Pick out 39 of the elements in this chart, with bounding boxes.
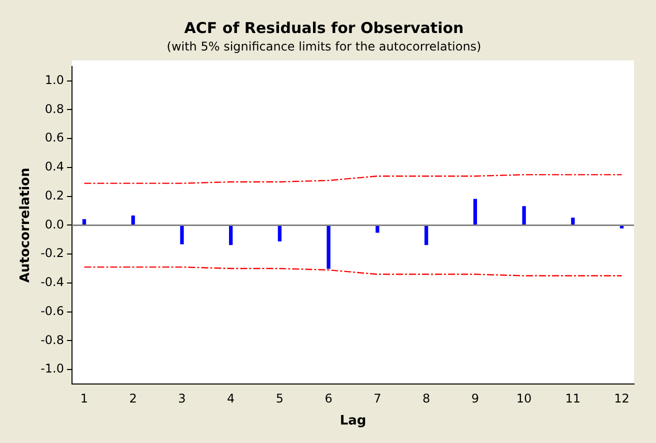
y-tick-label: 1.0 xyxy=(44,72,64,87)
x-tick-label: 9 xyxy=(471,391,479,406)
bar xyxy=(278,225,282,242)
y-axis-title: Autocorrelation xyxy=(18,168,34,283)
x-axis-title: Lag xyxy=(340,414,366,429)
y-tick-label: 0.2 xyxy=(44,188,64,202)
x-tick-label: 6 xyxy=(324,391,332,406)
bar xyxy=(522,206,526,226)
line-series xyxy=(84,266,622,276)
y-tick-label: 0.6 xyxy=(44,130,64,145)
x-tick-label: 3 xyxy=(178,391,186,406)
chart-subtitle: (with 5% significance limits for the autocorrelations) xyxy=(166,39,482,54)
y-tick-label: -0.4 xyxy=(40,275,64,290)
x-tick-label: 5 xyxy=(276,391,284,406)
line-series xyxy=(84,174,622,184)
x-tick-label: 11 xyxy=(565,391,581,406)
x-tick-label: 10 xyxy=(516,391,532,406)
bar xyxy=(473,198,478,226)
y-tick-label: -0.2 xyxy=(40,246,64,260)
bar xyxy=(180,225,184,244)
y-tick-label: 0.0 xyxy=(44,217,64,232)
chart-title: ACF of Residuals for Observation xyxy=(184,18,464,37)
y-tick-label: -1.0 xyxy=(40,362,64,376)
x-tick-label: 7 xyxy=(374,391,382,406)
y-tick-label: 0.8 xyxy=(44,102,64,116)
bar xyxy=(131,215,135,226)
x-tick-label: 1 xyxy=(80,391,88,406)
y-tick-label: -0.6 xyxy=(40,304,64,318)
x-tick-label: 4 xyxy=(227,391,235,406)
bar xyxy=(376,225,380,233)
bar xyxy=(229,225,233,246)
y-tick-label: 0.4 xyxy=(44,160,64,174)
x-tick-label: 8 xyxy=(422,391,430,406)
y-tick-label: -0.8 xyxy=(40,332,64,347)
bar xyxy=(424,225,428,246)
x-tick-label: 12 xyxy=(614,391,630,406)
bar xyxy=(571,218,575,226)
bar xyxy=(326,225,330,269)
x-tick-label: 2 xyxy=(129,391,137,406)
